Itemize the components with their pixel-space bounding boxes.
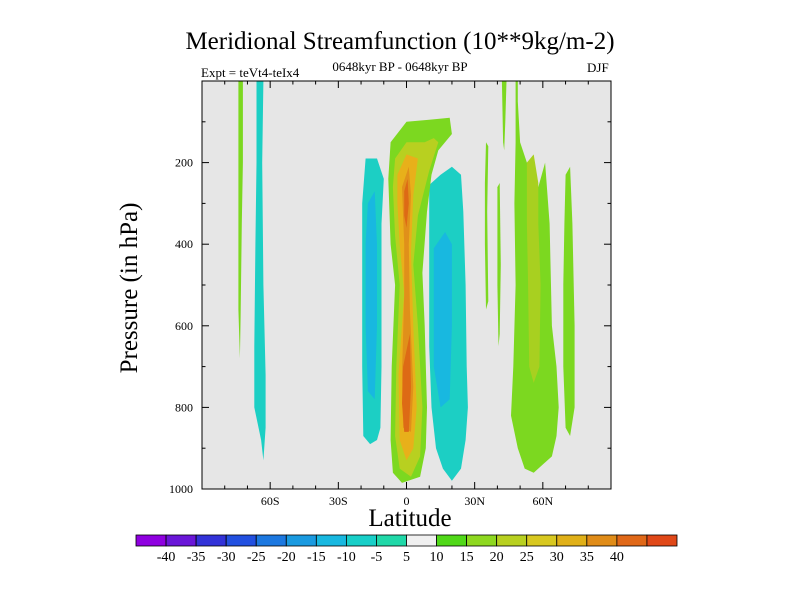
contour-region-cell-72n-green bbox=[563, 166, 575, 436]
contour-region-cell-55n-yellow bbox=[526, 154, 541, 383]
colorbar-swatch bbox=[526, 534, 558, 547]
colorbar-label: -25 bbox=[247, 550, 266, 565]
colorbar-label: -30 bbox=[217, 550, 236, 565]
colorbar-swatch bbox=[466, 534, 498, 547]
colorbar-label: 25 bbox=[520, 550, 534, 565]
y-axis-label: Pressure (in hPa) bbox=[116, 202, 143, 374]
y-tick-label: 1000 bbox=[169, 482, 193, 496]
axis-ticks: 60S 30S 0 30N 60N 200 400 600 800 1000 bbox=[169, 81, 611, 508]
contour-region-cell-70s-green bbox=[238, 81, 243, 359]
y-tick-label: 400 bbox=[175, 237, 193, 251]
colorbar-label: -35 bbox=[187, 550, 206, 565]
colorbar-swatch bbox=[135, 534, 167, 547]
x-tick-label: 30N bbox=[464, 494, 485, 508]
colorbar-label: 35 bbox=[580, 550, 594, 565]
colorbar-label: 30 bbox=[550, 550, 564, 565]
colorbar-swatch bbox=[616, 534, 648, 547]
x-tick-label: 60N bbox=[532, 494, 553, 508]
chart-title: Meridional Streamfunction (10**9kg/m-2) bbox=[185, 28, 615, 55]
colorbar-label: 5 bbox=[403, 550, 410, 565]
contour-region-cell-eq-deep2 bbox=[402, 334, 411, 432]
colorbar-label: -10 bbox=[337, 550, 356, 565]
colorbar-swatch bbox=[376, 534, 407, 547]
colorbar-label: 15 bbox=[460, 550, 474, 565]
contour-region-cell-eq-deep3 bbox=[404, 178, 409, 228]
colorbar-swatch bbox=[225, 534, 257, 547]
colorbar-swatch bbox=[195, 534, 227, 547]
colorbar-swatch bbox=[496, 534, 528, 547]
y-tick-label: 200 bbox=[175, 156, 193, 170]
colorbar-swatch bbox=[285, 534, 317, 547]
x-tick-label: 0 bbox=[404, 494, 410, 508]
colorbar-swatch bbox=[345, 534, 377, 547]
colorbar-swatch bbox=[556, 534, 588, 547]
colorbar-swatch bbox=[255, 534, 287, 547]
colorbar-swatch bbox=[165, 534, 197, 547]
x-tick-label: 30S bbox=[329, 494, 348, 508]
colorbar-label: -15 bbox=[307, 550, 326, 565]
contour-region-cell-37n-green bbox=[497, 183, 501, 347]
y-tick-label: 600 bbox=[175, 319, 193, 333]
season-label: DJF bbox=[587, 60, 609, 75]
colorbar-swatch bbox=[646, 534, 678, 547]
colorbar-swatch bbox=[315, 534, 347, 547]
colorbar-label: -20 bbox=[277, 550, 296, 565]
colorbar-label: 20 bbox=[490, 550, 504, 565]
contour-fill-layer bbox=[238, 81, 575, 483]
contour-region-cell-65s-cyan bbox=[254, 81, 266, 461]
colorbar-label: 40 bbox=[610, 550, 624, 565]
x-axis-label: Latitude bbox=[368, 505, 452, 532]
contour-region-cell-20n-inner bbox=[433, 232, 452, 408]
contour-region-cell-43n-green bbox=[501, 81, 507, 151]
experiment-label: Expt = teVt4-teIx4 bbox=[201, 65, 300, 80]
time-range-subtitle: 0648kyr BP - 0648kyr BP bbox=[332, 59, 468, 74]
colorbar-label: -5 bbox=[371, 550, 383, 565]
colorbar-label: -40 bbox=[157, 550, 176, 565]
contour-region-cell-20s-inner bbox=[365, 191, 377, 400]
colorbar-swatch bbox=[436, 534, 468, 547]
contour-region-cell-30n-green bbox=[484, 142, 489, 310]
colorbar: -40 -35 -30 -25 -20 -15 -10 -5 5 10 15 20 25 30 35 40 bbox=[135, 534, 678, 565]
colorbar-label: 10 bbox=[430, 550, 444, 565]
y-tick-label: 800 bbox=[175, 400, 193, 414]
colorbar-swatch bbox=[406, 534, 437, 547]
colorbar-swatch bbox=[586, 534, 618, 547]
x-tick-label: 60S bbox=[261, 494, 280, 508]
